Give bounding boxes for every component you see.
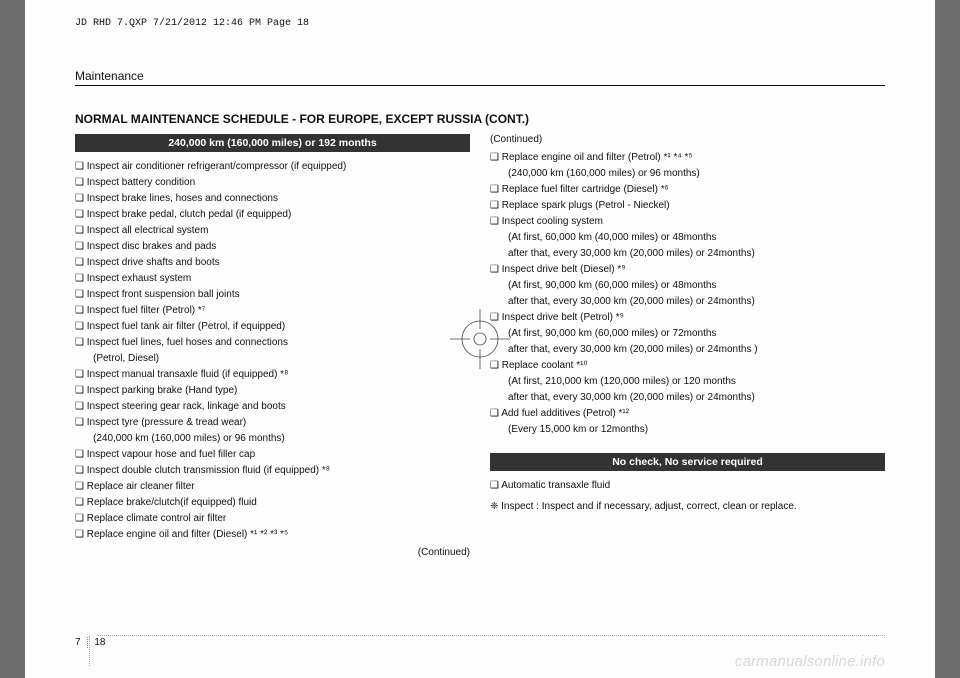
list-item: ❑ Inspect parking brake (Hand type) xyxy=(75,384,470,399)
print-header: JD RHD 7.QXP 7/21/2012 12:46 PM Page 18 xyxy=(75,18,885,29)
list-item: ❑ Inspect battery condition xyxy=(75,176,470,191)
right-column: (Continued) ❑ Replace engine oil and fil… xyxy=(490,134,885,558)
list-item: ❑ Replace brake/clutch(if equipped) flui… xyxy=(75,496,470,511)
list-item: ❑ Inspect disc brakes and pads xyxy=(75,240,470,255)
list-item: ❑ Inspect fuel tank air filter (Petrol, … xyxy=(75,320,470,335)
list-sub: (240,000 km (160,000 miles) or 96 months… xyxy=(490,167,885,182)
list-item: ❑ Replace climate control air filter xyxy=(75,512,470,527)
list-item: ❑ Inspect tyre (pressure & tread wear) xyxy=(75,416,470,431)
list-sub: (Every 15,000 km or 12months) xyxy=(490,423,885,438)
list-sub: after that, every 30,000 km (20,000 mile… xyxy=(490,247,885,262)
list-item: ❑ Inspect all electrical system xyxy=(75,224,470,239)
list-item: ❑ Replace engine oil and filter (Petrol)… xyxy=(490,151,885,166)
continued-label: (Continued) xyxy=(75,547,470,558)
list-item: ❑ Inspect cooling system xyxy=(490,215,885,230)
list-item: ❑ Inspect air conditioner refrigerant/co… xyxy=(75,160,470,175)
list-item: ❑ Automatic transaxle fluid xyxy=(490,479,885,494)
list-item: ❑ Inspect fuel filter (Petrol) *⁷ xyxy=(75,304,470,319)
list-item: ❑ Inspect manual transaxle fluid (if equ… xyxy=(75,368,470,383)
list-sub: (At first, 90,000 km (60,000 miles) or 4… xyxy=(490,279,885,294)
watermark: carmanualsonline.info xyxy=(735,653,885,670)
list-sub: after that, every 30,000 km (20,000 mile… xyxy=(490,391,885,406)
section-header: Maintenance xyxy=(75,69,885,86)
list-item: ❑ Inspect brake pedal, clutch pedal (if … xyxy=(75,208,470,223)
list-sub: (Petrol, Diesel) xyxy=(75,352,470,367)
continued-label: (Continued) xyxy=(490,134,885,145)
inspect-note: ❈ Inspect : Inspect and if necessary, ad… xyxy=(490,500,885,515)
list-item: ❑ Inspect drive shafts and boots xyxy=(75,256,470,271)
list-item: ❑ Inspect drive belt (Diesel) *⁹ xyxy=(490,263,885,278)
list-item: ❑ Inspect vapour hose and fuel filler ca… xyxy=(75,448,470,463)
list-item: ❑ Inspect exhaust system xyxy=(75,272,470,287)
left-column: 240,000 km (160,000 miles) or 192 months… xyxy=(75,134,470,558)
right-band: No check, No service required xyxy=(490,453,885,471)
chapter-number: 7 xyxy=(75,637,88,648)
list-item: ❑ Replace spark plugs (Petrol - Nieckel) xyxy=(490,199,885,214)
list-item: ❑ Replace fuel filter cartridge (Diesel)… xyxy=(490,183,885,198)
list-item: ❑ Add fuel additives (Petrol) *¹² xyxy=(490,407,885,422)
list-item: ❑ Replace coolant *¹⁰ xyxy=(490,359,885,374)
list-sub: (240,000 km (160,000 miles) or 96 months… xyxy=(75,432,470,447)
page-title: NORMAL MAINTENANCE SCHEDULE - FOR EUROPE… xyxy=(75,112,885,126)
manual-page: JD RHD 7.QXP 7/21/2012 12:46 PM Page 18 … xyxy=(25,0,935,678)
list-sub: (At first, 90,000 km (60,000 miles) or 7… xyxy=(490,327,885,342)
left-band: 240,000 km (160,000 miles) or 192 months xyxy=(75,134,470,152)
list-item: ❑ Inspect fuel lines, fuel hoses and con… xyxy=(75,336,470,351)
list-item: ❑ Replace engine oil and filter (Diesel)… xyxy=(75,528,470,543)
list-sub: after that, every 30,000 km (20,000 mile… xyxy=(490,295,885,310)
list-item: ❑ Replace air cleaner filter xyxy=(75,480,470,495)
list-item: ❑ Inspect brake lines, hoses and connect… xyxy=(75,192,470,207)
dotted-rule-h xyxy=(97,635,885,636)
list-sub: (At first, 210,000 km (120,000 miles) or… xyxy=(490,375,885,390)
list-item: ❑ Inspect steering gear rack, linkage an… xyxy=(75,400,470,415)
page-num: 18 xyxy=(94,637,105,648)
page-number: 7 18 xyxy=(75,637,105,648)
content-columns: 240,000 km (160,000 miles) or 192 months… xyxy=(75,134,885,558)
list-sub: (At first, 60,000 km (40,000 miles) or 4… xyxy=(490,231,885,246)
list-item: ❑ Inspect front suspension ball joints xyxy=(75,288,470,303)
list-item: ❑ Inspect drive belt (Petrol) *⁹ xyxy=(490,311,885,326)
list-item: ❑ Inspect double clutch transmission flu… xyxy=(75,464,470,479)
list-sub: after that, every 30,000 km (20,000 mile… xyxy=(490,343,885,358)
